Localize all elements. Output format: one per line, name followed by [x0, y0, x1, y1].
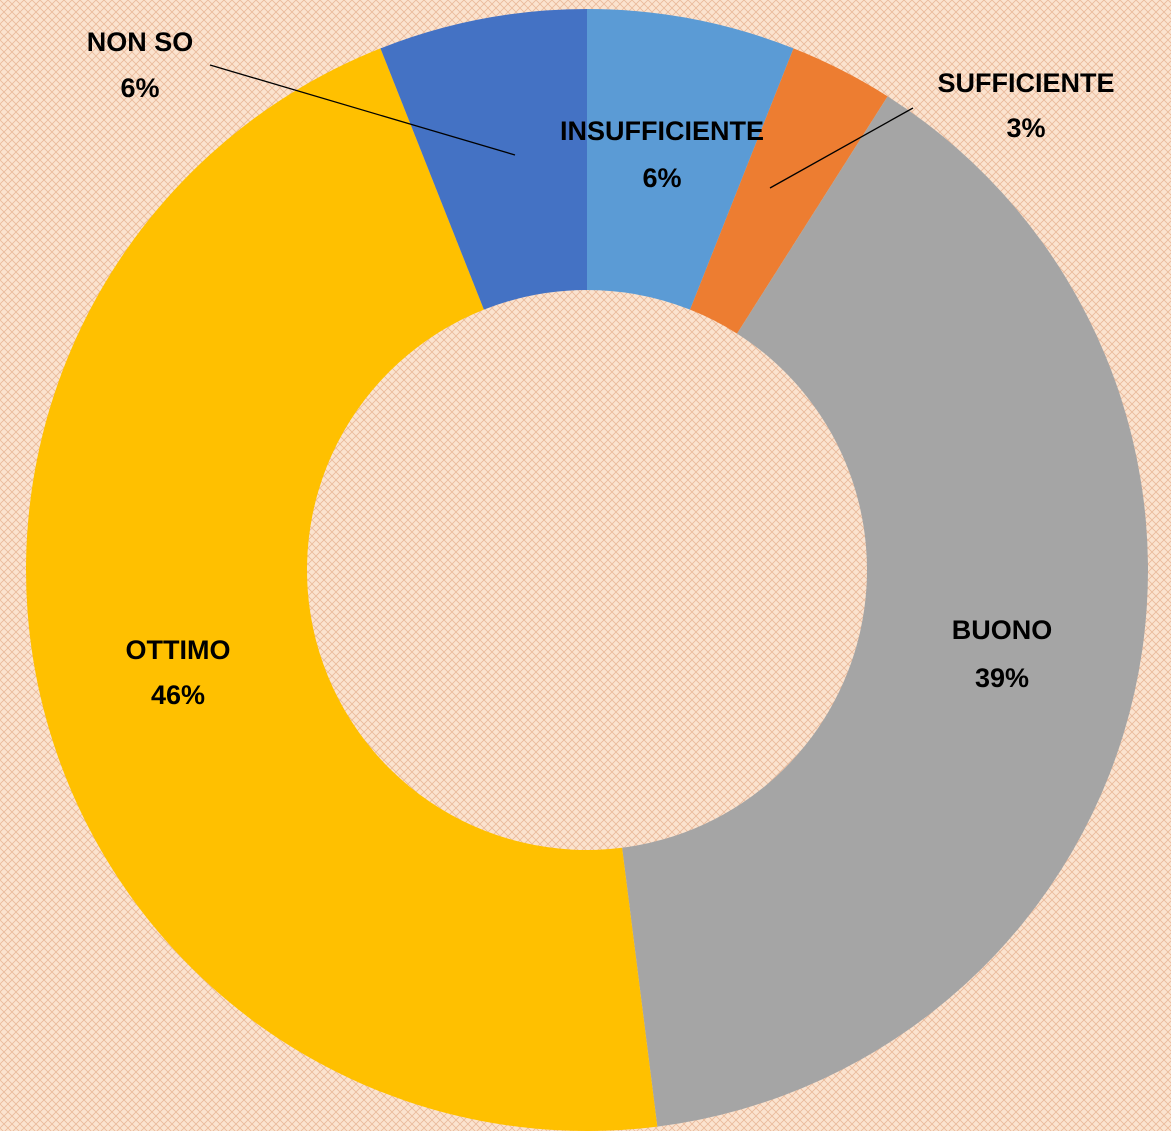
- leader-line: [769, 107, 914, 189]
- value-label: 39%: [975, 663, 1029, 693]
- value-label: 6%: [120, 73, 159, 103]
- category-label: INSUFFICIENTE: [560, 116, 764, 146]
- donut-segment: [690, 48, 888, 334]
- value-label: 6%: [642, 163, 681, 193]
- category-label: BUONO: [952, 615, 1053, 645]
- leader-line: [209, 64, 516, 156]
- donut-segment: [587, 9, 794, 310]
- donut-segment: [380, 8, 587, 310]
- category-label: SUFFICIENTE: [937, 68, 1114, 98]
- category-label: NON SO: [87, 27, 194, 57]
- value-label: 3%: [1006, 113, 1045, 143]
- donut-segment: [26, 48, 658, 1131]
- donut-segment: [622, 96, 1148, 1127]
- category-label: OTTIMO: [126, 635, 231, 665]
- value-label: 46%: [151, 680, 205, 710]
